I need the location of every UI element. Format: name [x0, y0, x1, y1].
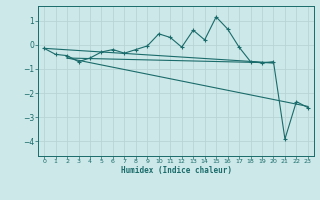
X-axis label: Humidex (Indice chaleur): Humidex (Indice chaleur): [121, 166, 231, 175]
